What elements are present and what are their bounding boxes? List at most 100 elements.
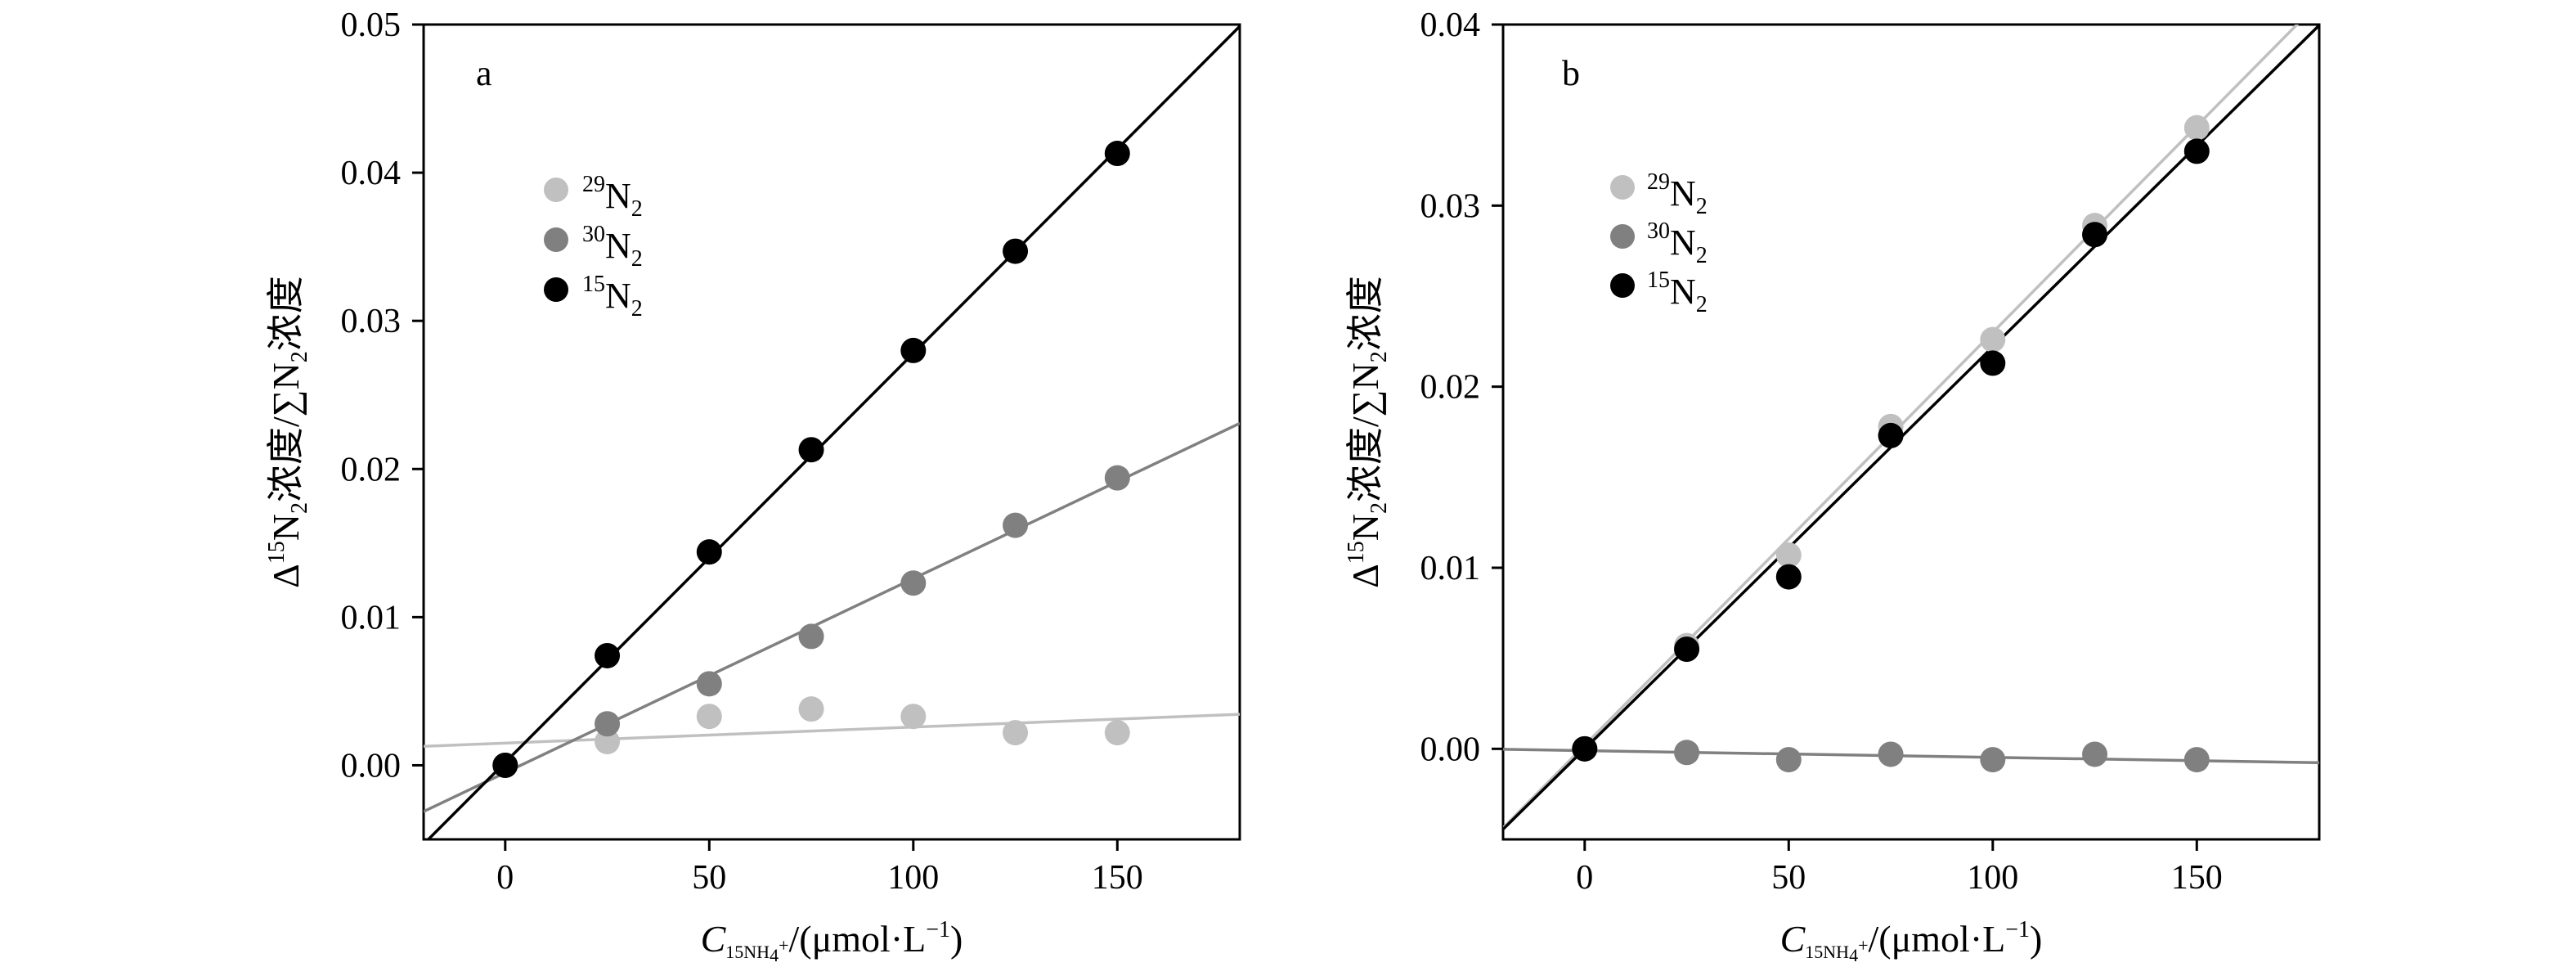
panel-b-point-30n2 xyxy=(1878,741,1904,767)
panel-b-y-axis-label: Δ15N2浓度/∑N2浓度 xyxy=(1344,276,1392,588)
panel-b-point-30n2 xyxy=(2082,741,2108,767)
panel-b-letter: b xyxy=(1562,53,1580,93)
panel-b-legend: 29N2 30N2 15N2 xyxy=(1610,169,1708,317)
panel-b-point-15n2 xyxy=(1775,564,1802,590)
panel-b-fit-line-30n2 xyxy=(1503,748,2319,765)
panel-b: 0 50 100 150 0.00 0.01 0.02 0.03 0.04 b 29N2 30… xyxy=(1344,7,2321,965)
legend-label: 30N2 xyxy=(1647,218,1708,268)
panel-a-point-15n2 xyxy=(798,437,824,463)
panel-a-x-ticks: 0 50 100 150 xyxy=(496,839,1143,897)
panel-b-point-29n2 xyxy=(2183,115,2210,141)
panel-b-fit-line-15n2 xyxy=(1503,25,2319,830)
panel-b-point-15n2 xyxy=(2183,138,2210,164)
panel-b-plot-area xyxy=(1501,23,2321,841)
panel-a-point-30n2 xyxy=(696,671,722,697)
legend-label: 30N2 xyxy=(582,222,643,272)
panel-a-point-29n2 xyxy=(595,728,621,754)
panel-a-point-15n2 xyxy=(492,752,518,778)
panel-b-x-axis-label: C15NH4+/(μmol·L−1) xyxy=(1780,917,2043,965)
panel-b-point-29n2 xyxy=(1980,326,2006,353)
panel-b-legend-item-15n2: 15N2 xyxy=(1610,268,1708,317)
panel-b-legend-item-29n2: 29N2 xyxy=(1610,169,1708,219)
panel-a-y-axis-label: Δ15N2浓度/∑N2浓度 xyxy=(264,276,312,588)
panel-a-point-15n2 xyxy=(1003,238,1029,264)
panel-a-point-30n2 xyxy=(1104,465,1130,491)
panel-a-x-tick-label: 50 xyxy=(692,859,726,897)
panel-a-legend-item-29n2: 29N2 xyxy=(544,172,643,222)
legend-marker xyxy=(1610,175,1635,200)
panel-b-fit-line-29n2 xyxy=(1503,25,2300,830)
legend-label: 29N2 xyxy=(1647,169,1708,219)
panel-a-point-30n2 xyxy=(595,711,621,737)
panel-b-y-tick-label: 0.03 xyxy=(1420,187,1481,225)
panel-b-point-15n2 xyxy=(1572,735,1598,762)
panel-b-point-30n2 xyxy=(1775,747,1802,773)
panel-a-fit-line-15n2 xyxy=(426,25,1240,839)
legend-marker xyxy=(1610,224,1635,249)
panel-a-y-tick-label: 0.00 xyxy=(341,747,402,785)
legend-label: 15N2 xyxy=(582,272,643,322)
panel-a-point-29n2 xyxy=(900,704,927,730)
panel-b-y-tick-label: 0.01 xyxy=(1420,550,1481,587)
panel-a-frame xyxy=(422,23,1241,841)
panel-a-legend-item-15n2: 15N2 xyxy=(544,272,643,322)
panel-a-y-tick-label: 0.04 xyxy=(341,155,402,192)
panel-b-legend-item-30n2: 30N2 xyxy=(1610,218,1708,268)
legend-marker xyxy=(544,277,568,302)
panel-b-point-15n2 xyxy=(1980,350,2006,376)
panel-a: 0 50 100 150 0.00 0.01 0.02 0.03 0.04 0.05 a 29N… xyxy=(264,7,1241,965)
panel-b-point-15n2 xyxy=(1674,636,1700,663)
panel-b-x-tick-label: 150 xyxy=(2171,859,2223,897)
panel-a-legend: 29N2 30N2 15N2 xyxy=(544,172,643,322)
panel-a-point-15n2 xyxy=(696,539,722,565)
panel-b-frame xyxy=(1501,23,2321,841)
panel-b-y-tick-label: 0.04 xyxy=(1420,7,1481,44)
panel-a-point-29n2 xyxy=(1104,720,1130,746)
panel-a-legend-item-30n2: 30N2 xyxy=(544,222,643,272)
panel-b-fit-lines xyxy=(1503,25,2319,830)
panel-b-point-15n2 xyxy=(2082,222,2108,248)
legend-marker xyxy=(1610,273,1635,298)
panel-a-point-29n2 xyxy=(696,704,722,730)
panel-a-point-30n2 xyxy=(900,570,927,596)
panel-a-x-tick-label: 0 xyxy=(496,859,514,897)
panel-a-point-29n2 xyxy=(1003,720,1029,746)
legend-label: 29N2 xyxy=(582,172,643,222)
panel-a-y-tick-label: 0.01 xyxy=(341,599,402,636)
legend-marker xyxy=(544,227,568,252)
panel-b-y-tick-label: 0.00 xyxy=(1420,731,1481,768)
panel-a-data-points xyxy=(492,141,1130,778)
panel-a-letter: a xyxy=(476,53,492,93)
panel-a-fit-line-29n2 xyxy=(424,713,1240,748)
panel-a-y-ticks: 0.00 0.01 0.02 0.03 0.04 0.05 xyxy=(341,7,424,785)
panel-a-point-30n2 xyxy=(1003,512,1029,538)
panel-a-x-axis-label: C15NH4+/(μmol·L−1) xyxy=(701,917,963,965)
panel-a-y-tick-label: 0.03 xyxy=(341,303,402,340)
panel-a-point-15n2 xyxy=(595,642,621,668)
panel-b-x-tick-label: 0 xyxy=(1576,859,1593,897)
panel-a-x-tick-label: 100 xyxy=(887,859,939,897)
panel-a-fit-line-30n2 xyxy=(424,421,1240,813)
panel-b-y-ticks: 0.00 0.01 0.02 0.03 0.04 xyxy=(1420,7,1503,768)
panel-a-point-15n2 xyxy=(1104,141,1130,167)
panel-b-x-tick-label: 50 xyxy=(1771,859,1806,897)
panel-b-point-30n2 xyxy=(1980,747,2006,773)
panel-a-point-30n2 xyxy=(798,623,824,650)
legend-marker xyxy=(544,178,568,202)
panel-b-point-29n2 xyxy=(1775,542,1802,569)
panel-a-x-tick-label: 150 xyxy=(1092,859,1143,897)
panel-a-plot-area xyxy=(422,23,1241,841)
panel-b-point-15n2 xyxy=(1878,422,1904,448)
panel-b-y-tick-label: 0.02 xyxy=(1420,369,1481,407)
panel-b-data-points xyxy=(1572,115,2210,773)
panel-a-point-15n2 xyxy=(900,337,927,363)
panel-b-point-30n2 xyxy=(2183,747,2210,773)
panel-b-x-ticks: 0 50 100 150 xyxy=(1576,839,2223,897)
panel-a-y-tick-label: 0.02 xyxy=(341,451,402,488)
panel-a-point-29n2 xyxy=(798,696,824,722)
panel-a-fit-lines xyxy=(424,25,1240,839)
panel-a-y-tick-label: 0.05 xyxy=(341,7,402,44)
legend-label: 15N2 xyxy=(1647,268,1708,317)
panel-b-point-30n2 xyxy=(1674,740,1700,766)
